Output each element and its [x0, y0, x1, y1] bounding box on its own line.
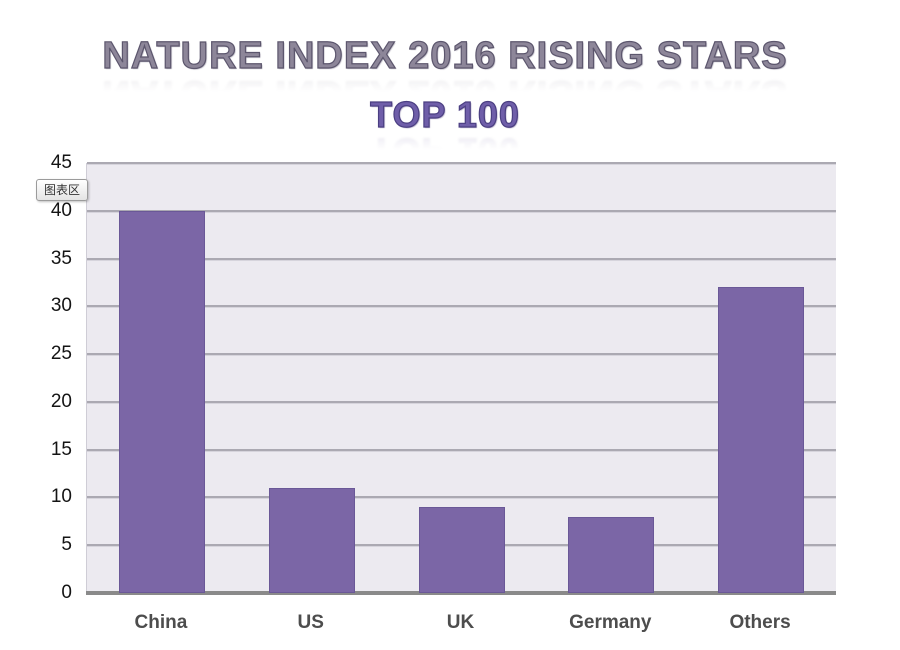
x-axis-category-label-us: US — [297, 612, 324, 633]
gridline-40 — [87, 209, 836, 212]
chart-subtitle: TOP 100 — [370, 93, 520, 135]
bar-us[interactable] — [268, 487, 355, 593]
gridline-25 — [87, 353, 836, 356]
tooltip-label: 图表区 — [44, 183, 81, 197]
chart-title-line1: NATURE INDEX 2016 RISING STARS — [102, 34, 788, 77]
y-axis-tick-label-10: 10 — [50, 486, 72, 508]
y-axis-tick-label-45: 45 — [50, 152, 72, 173]
y-axis-tick-label-20: 20 — [50, 390, 72, 412]
x-axis-labels: China US UK Germany Others — [86, 610, 835, 640]
x-axis-line — [86, 591, 836, 595]
chart-title-line1-reflection: NATURE INDEX 2016 RISING STARS — [0, 72, 890, 94]
gridline-15 — [87, 448, 836, 451]
gridline-20 — [87, 400, 836, 403]
y-axis-tick-label-35: 35 — [50, 247, 72, 269]
x-axis-category-label-china: China — [134, 612, 188, 633]
y-axis-tick-label-0: 0 — [61, 582, 72, 603]
y-axis-labels: 45 40 35 30 25 20 15 10 5 0 — [0, 152, 72, 603]
gridline-10 — [87, 496, 836, 499]
y-axis-tick-label-30: 30 — [50, 295, 72, 317]
x-axis-category-label-others: Others — [729, 612, 791, 633]
bar-uk[interactable] — [418, 507, 505, 593]
chart-area-tooltip: 图表区 — [36, 179, 89, 201]
gridline-35 — [87, 257, 836, 260]
bar-germany[interactable] — [568, 516, 655, 593]
y-axis-tick-label-25: 25 — [50, 343, 72, 365]
plot-area[interactable] — [86, 162, 836, 595]
chart-title: NATURE INDEX 2016 RISING STARS NATURE IN… — [0, 34, 890, 152]
bar-others[interactable] — [718, 287, 805, 593]
chart-subtitle-reflection: TOP 100 — [0, 130, 890, 152]
x-axis-category-label-germany: Germany — [569, 612, 652, 633]
x-axis-category-label-uk: UK — [446, 612, 475, 633]
bar-china[interactable] — [118, 210, 205, 593]
y-axis-tick-label-5: 5 — [61, 534, 72, 556]
gridline-45 — [87, 162, 836, 164]
y-axis-tick-label-15: 15 — [50, 438, 72, 460]
y-axis-tick-label-40: 40 — [50, 199, 72, 221]
gridline-30 — [87, 305, 836, 308]
